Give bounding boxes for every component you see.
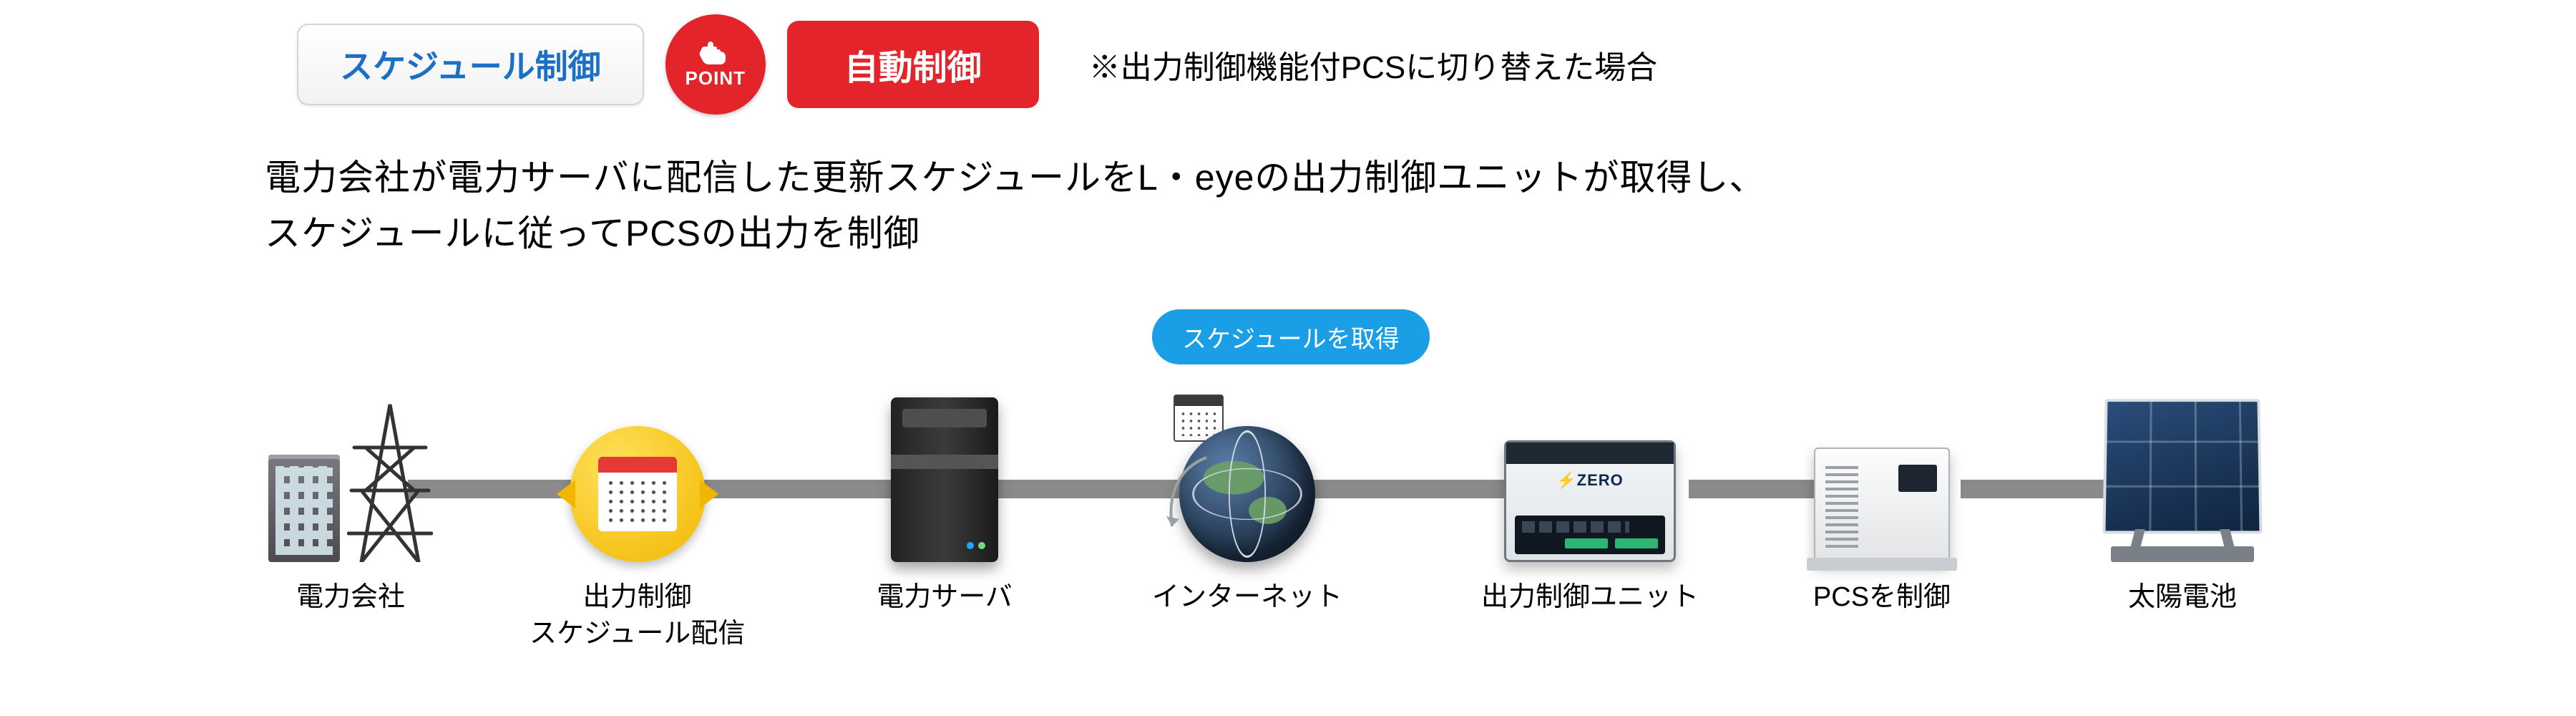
description-line2: スケジュールに従ってPCSの出力を制御	[265, 206, 1765, 262]
power-company-icon	[265, 376, 436, 562]
server-icon	[859, 376, 1030, 562]
node-label: 太陽電池	[2128, 579, 2237, 616]
point-badge: POINT	[665, 14, 766, 115]
header-row: スケジュール制御 POINT 自動制御 ※出力制御機能付PCSに切り替えた場合	[297, 14, 1657, 115]
node-internet: インターネット	[1152, 376, 1342, 616]
node-label: 電力会社	[296, 579, 405, 616]
solar-icon	[2097, 376, 2268, 562]
node-schedule-dist: 出力制御スケジュール配信	[530, 376, 745, 653]
node-pcs: PCSを制御	[1796, 376, 1968, 616]
node-label: 電力サーバ	[877, 579, 1013, 616]
node-power-company: 電力会社	[265, 376, 436, 616]
schedule-control-label: スケジュール制御	[340, 48, 601, 85]
point-label: POINT	[686, 67, 746, 90]
node-label: 出力制御スケジュール配信	[530, 579, 745, 653]
pcs-icon	[1796, 376, 1968, 562]
node-label: 出力制御ユニット	[1481, 579, 1699, 616]
auto-control-pill: 自動制御	[787, 21, 1039, 108]
description-line1: 電力会社が電力サーバに配信した更新スケジュールをL・eyeの出力制御ユニットが取…	[265, 150, 1765, 206]
header-note: ※出力制御機能付PCSに切り替えた場合	[1089, 42, 1657, 87]
node-label: インターネット	[1152, 579, 1342, 616]
node-label: PCSを制御	[1813, 579, 1951, 616]
schedule-fetch-badge: スケジュールを取得	[1152, 309, 1430, 364]
calendar-badge-icon	[552, 376, 723, 562]
schedule-control-pill: スケジュール制御	[297, 24, 644, 105]
node-power-server: 電力サーバ	[859, 376, 1030, 616]
auto-control-label: 自動制御	[844, 49, 982, 87]
node-ctrl-unit: 出力制御ユニット	[1481, 376, 1699, 616]
flow-diagram: スケジュールを取得 電力会社 出力制御スケジュール配信 電力サーバ	[265, 308, 2326, 666]
control-unit-icon	[1504, 376, 1676, 562]
description-text: 電力会社が電力サーバに配信した更新スケジュールをL・eyeの出力制御ユニットが取…	[265, 150, 1765, 261]
pointing-hand-icon	[698, 40, 733, 64]
globe-icon	[1161, 376, 1333, 562]
node-solar: 太陽電池	[2097, 376, 2268, 616]
